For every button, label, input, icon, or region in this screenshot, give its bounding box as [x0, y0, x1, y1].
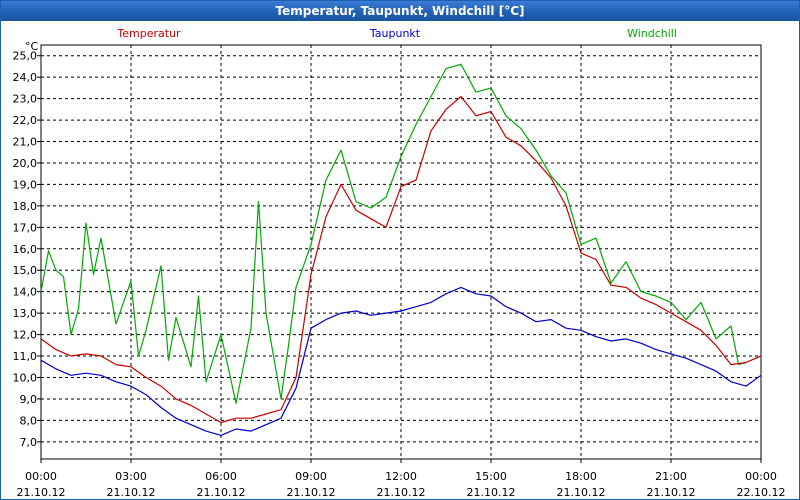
- y-tick-label: 15,0: [13, 264, 38, 277]
- window-title: Temperatur, Taupunkt, Windchill [°C]: [1, 1, 799, 21]
- x-tick-date: 22.10.12: [737, 486, 786, 499]
- y-tick-label: 7,0: [20, 436, 38, 449]
- y-tick-label: 21,0: [13, 136, 38, 149]
- y-tick-label: 22,0: [13, 114, 38, 127]
- x-tick-time: 06:00: [205, 470, 237, 483]
- y-tick-label: 20,0: [13, 157, 38, 170]
- y-tick-label: 24,0: [13, 71, 38, 84]
- x-tick-time: 00:00: [25, 470, 57, 483]
- legend-temperatur: Temperatur: [116, 27, 181, 40]
- y-tick-label: 19,0: [13, 178, 38, 191]
- x-tick-date: 21.10.12: [647, 486, 696, 499]
- x-tick-time: 15:00: [475, 470, 507, 483]
- y-tick-label: 10,0: [13, 371, 38, 384]
- y-tick-label: 23,0: [13, 93, 38, 106]
- y-tick-label: 14,0: [13, 286, 38, 299]
- x-tick-date: 21.10.12: [17, 486, 66, 499]
- series-line-temperatur: [40, 95, 762, 424]
- y-tick-label: 12,0: [13, 329, 38, 342]
- series-line-windchill: [40, 63, 762, 404]
- x-tick-time: 18:00: [565, 470, 597, 483]
- x-tick-time: 12:00: [385, 470, 417, 483]
- y-axis-label: °C: [25, 40, 39, 53]
- x-tick-date: 21.10.12: [107, 486, 156, 499]
- x-tick-date: 21.10.12: [197, 486, 246, 499]
- x-tick-date: 21.10.12: [377, 486, 426, 499]
- y-tick-label: 16,0: [13, 243, 38, 256]
- x-tick-time: 03:00: [115, 470, 147, 483]
- x-tick-time: 09:00: [295, 470, 327, 483]
- y-tick-label: 9,0: [20, 393, 38, 406]
- x-tick-date: 21.10.12: [287, 486, 336, 499]
- y-tick-label: 18,0: [13, 200, 38, 213]
- y-tick-label: 13,0: [13, 307, 38, 320]
- x-tick-time: 00:00: [745, 470, 777, 483]
- x-tick-time: 21:00: [655, 470, 687, 483]
- legend-windchill: Windchill: [627, 27, 677, 40]
- y-tick-label: 11,0: [13, 350, 38, 363]
- x-tick-date: 21.10.12: [467, 486, 516, 499]
- x-tick-date: 21.10.12: [557, 486, 606, 499]
- y-tick-label: 8,0: [20, 414, 38, 427]
- y-tick-label: 25,0: [13, 50, 38, 63]
- legend-taupunkt: Taupunkt: [369, 27, 421, 40]
- series-line-taupunkt: [40, 286, 762, 436]
- y-tick-label: 17,0: [13, 221, 38, 234]
